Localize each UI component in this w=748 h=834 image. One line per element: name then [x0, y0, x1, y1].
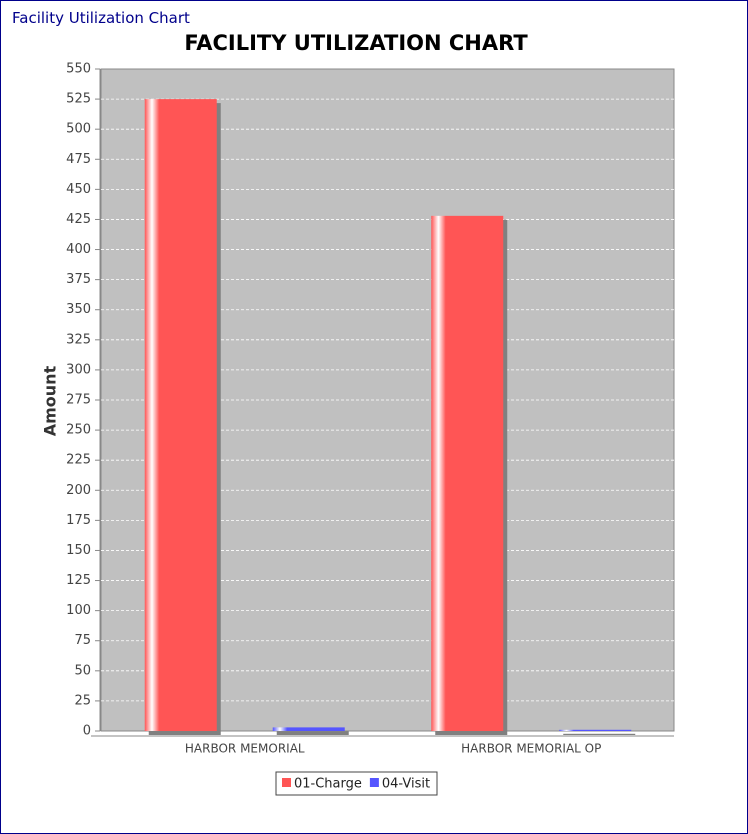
bar [272, 727, 345, 731]
y-tick-label: 200 [66, 483, 91, 498]
y-tick-label: 175 [66, 513, 91, 528]
x-tick-label: HARBOR MEMORIAL OP [461, 742, 601, 756]
x-tick-label: HARBOR MEMORIAL [185, 742, 305, 756]
y-tick-label: 25 [74, 693, 91, 708]
y-tick-label: 150 [66, 543, 91, 558]
legend-label: 01-Charge [294, 777, 362, 792]
legend [275, 771, 438, 796]
y-tick-label: 425 [66, 212, 91, 227]
y-tick-label: 550 [66, 62, 91, 77]
y-tick-label: 375 [66, 272, 91, 287]
y-tick-label: 525 [66, 92, 91, 107]
y-tick-label: 125 [66, 573, 91, 588]
y-tick-label: 500 [66, 122, 91, 137]
legend-label: 04-Visit [382, 777, 430, 792]
legend-swatch [369, 778, 379, 787]
y-tick-label: 450 [66, 182, 91, 197]
y-tick-label: 350 [66, 302, 91, 317]
bar-shadow [276, 731, 349, 735]
y-tick-label: 50 [74, 663, 91, 678]
y-tick-label: 300 [66, 362, 91, 377]
y-tick-label: 225 [66, 453, 91, 468]
bar [559, 729, 632, 731]
y-axis-label: Amount [41, 365, 60, 436]
legend-swatch [282, 778, 291, 787]
y-tick-label: 100 [66, 603, 91, 618]
y-tick-label: 275 [66, 393, 91, 408]
bar [144, 99, 217, 731]
bar [431, 215, 504, 732]
y-tick-label: 400 [66, 242, 91, 257]
chart-title: FACILITY UTILIZATION CHART [184, 31, 528, 55]
y-tick-label: 0 [83, 724, 91, 739]
bar-shadow [563, 733, 636, 735]
y-tick-label: 475 [66, 152, 91, 167]
y-tick-label: 325 [66, 332, 91, 347]
y-tick-label: 250 [66, 423, 91, 438]
window-title: Facility Utilization Chart [12, 9, 190, 27]
y-tick-label: 75 [74, 633, 91, 648]
